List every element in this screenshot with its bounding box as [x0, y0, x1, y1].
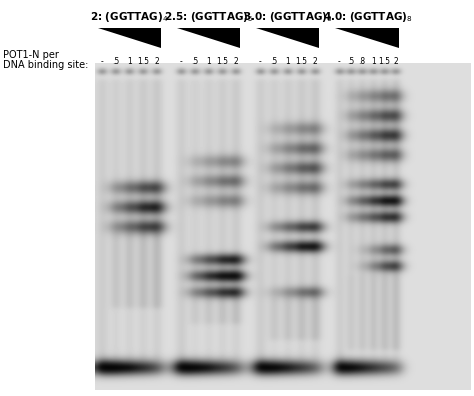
Text: .5: .5 — [191, 57, 198, 66]
Text: 1: 1 — [127, 57, 131, 66]
Text: -: - — [100, 57, 103, 66]
Text: 2: 2 — [393, 57, 398, 66]
Polygon shape — [177, 28, 240, 48]
Text: 1.5: 1.5 — [295, 57, 307, 66]
Text: DNA binding site:: DNA binding site: — [3, 60, 88, 70]
Polygon shape — [256, 28, 319, 48]
Text: 4.0: (GGTTAG)$_8$: 4.0: (GGTTAG)$_8$ — [323, 10, 412, 24]
Text: .8: .8 — [358, 57, 365, 66]
Text: 1: 1 — [285, 57, 290, 66]
Text: 2: 2 — [233, 57, 238, 66]
Text: 3.0: (GGTTAG)$_6$: 3.0: (GGTTAG)$_6$ — [243, 10, 332, 24]
Text: POT1-N per: POT1-N per — [3, 50, 59, 60]
Text: 2: 2 — [312, 57, 317, 66]
Text: 1.5: 1.5 — [137, 57, 149, 66]
Text: .5: .5 — [112, 57, 119, 66]
Text: 1.5: 1.5 — [216, 57, 228, 66]
Text: 1: 1 — [206, 57, 211, 66]
Text: 2: 2 — [154, 57, 159, 66]
Text: -: - — [338, 57, 341, 66]
Text: 2: (GGTTAG)$_4$: 2: (GGTTAG)$_4$ — [90, 10, 168, 24]
Polygon shape — [98, 28, 161, 48]
Polygon shape — [336, 28, 399, 48]
Text: 1.5: 1.5 — [378, 57, 390, 66]
Text: 1: 1 — [371, 57, 375, 66]
Text: -: - — [259, 57, 262, 66]
Text: .5: .5 — [270, 57, 278, 66]
Text: 2.5: (GGTTAG)$_5$: 2.5: (GGTTAG)$_5$ — [164, 10, 253, 24]
Text: .5: .5 — [347, 57, 354, 66]
Text: -: - — [180, 57, 182, 66]
